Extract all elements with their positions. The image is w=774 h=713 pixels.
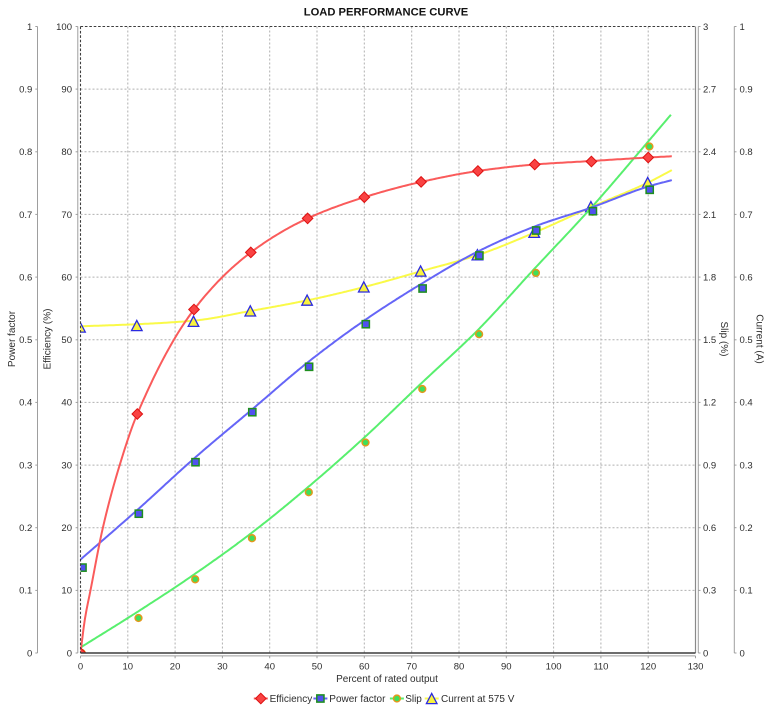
svg-text:1.5: 1.5 bbox=[703, 335, 716, 346]
svg-text:0.5: 0.5 bbox=[740, 335, 753, 346]
svg-text:0.4: 0.4 bbox=[740, 398, 753, 409]
svg-text:0: 0 bbox=[703, 648, 708, 659]
svg-text:130: 130 bbox=[688, 661, 704, 672]
svg-text:0.3: 0.3 bbox=[19, 460, 32, 471]
svg-text:60: 60 bbox=[359, 661, 370, 672]
svg-text:40: 40 bbox=[264, 661, 275, 672]
svg-text:0.9: 0.9 bbox=[703, 460, 716, 471]
svg-text:0.7: 0.7 bbox=[19, 210, 32, 221]
svg-text:Percent of rated output: Percent of rated output bbox=[336, 674, 438, 685]
svg-text:1.8: 1.8 bbox=[703, 272, 716, 283]
svg-text:0.3: 0.3 bbox=[740, 460, 753, 471]
svg-text:90: 90 bbox=[61, 84, 72, 95]
svg-text:60: 60 bbox=[61, 272, 72, 283]
svg-text:0.5: 0.5 bbox=[19, 335, 32, 346]
svg-text:50: 50 bbox=[61, 335, 72, 346]
svg-text:2.7: 2.7 bbox=[703, 84, 716, 95]
svg-text:0.2: 0.2 bbox=[740, 523, 753, 534]
svg-text:Slip (%): Slip (%) bbox=[718, 321, 729, 356]
svg-text:0.9: 0.9 bbox=[19, 84, 32, 95]
svg-text:Efficiency (%): Efficiency (%) bbox=[43, 309, 54, 370]
svg-text:110: 110 bbox=[593, 661, 608, 672]
svg-text:0.6: 0.6 bbox=[19, 272, 32, 283]
svg-text:30: 30 bbox=[61, 460, 72, 471]
svg-text:20: 20 bbox=[61, 523, 72, 534]
svg-text:3: 3 bbox=[703, 22, 708, 33]
svg-text:90: 90 bbox=[501, 661, 512, 672]
svg-text:Current (A): Current (A) bbox=[754, 314, 765, 363]
svg-text:0.7: 0.7 bbox=[740, 210, 753, 221]
svg-text:0.9: 0.9 bbox=[740, 84, 753, 95]
svg-text:LOAD PERFORMANCE CURVE: LOAD PERFORMANCE CURVE bbox=[304, 7, 469, 19]
svg-text:0.1: 0.1 bbox=[740, 586, 753, 597]
svg-text:0.8: 0.8 bbox=[740, 147, 753, 158]
svg-text:70: 70 bbox=[61, 210, 72, 221]
svg-text:100: 100 bbox=[546, 661, 562, 672]
svg-text:0: 0 bbox=[67, 648, 72, 659]
svg-text:40: 40 bbox=[61, 398, 72, 409]
svg-text:1.2: 1.2 bbox=[703, 398, 716, 409]
svg-text:Current at 575 V: Current at 575 V bbox=[441, 694, 515, 705]
svg-text:0: 0 bbox=[740, 648, 745, 659]
svg-text:Power factor: Power factor bbox=[329, 694, 386, 705]
svg-text:50: 50 bbox=[312, 661, 323, 672]
svg-text:2.4: 2.4 bbox=[703, 147, 716, 158]
svg-text:0.6: 0.6 bbox=[703, 523, 716, 534]
svg-text:120: 120 bbox=[640, 661, 656, 672]
svg-text:80: 80 bbox=[61, 147, 72, 158]
svg-text:0.8: 0.8 bbox=[19, 147, 32, 158]
svg-text:0.1: 0.1 bbox=[19, 586, 32, 597]
svg-text:0.2: 0.2 bbox=[19, 523, 32, 534]
svg-text:0.4: 0.4 bbox=[19, 398, 32, 409]
svg-text:20: 20 bbox=[170, 661, 181, 672]
svg-text:1: 1 bbox=[740, 22, 745, 33]
svg-text:0: 0 bbox=[78, 661, 83, 672]
svg-text:30: 30 bbox=[217, 661, 228, 672]
svg-text:Slip: Slip bbox=[405, 694, 422, 705]
svg-text:10: 10 bbox=[61, 586, 72, 597]
svg-text:0: 0 bbox=[27, 648, 32, 659]
svg-text:70: 70 bbox=[406, 661, 417, 672]
svg-text:1: 1 bbox=[27, 22, 32, 33]
svg-text:Power factor: Power factor bbox=[7, 310, 18, 367]
svg-text:80: 80 bbox=[454, 661, 465, 672]
svg-text:0.3: 0.3 bbox=[703, 586, 716, 597]
svg-text:Efficiency: Efficiency bbox=[270, 694, 313, 705]
svg-text:0.6: 0.6 bbox=[740, 272, 753, 283]
svg-text:10: 10 bbox=[123, 661, 134, 672]
svg-text:100: 100 bbox=[56, 22, 72, 33]
svg-text:2.1: 2.1 bbox=[703, 210, 716, 221]
